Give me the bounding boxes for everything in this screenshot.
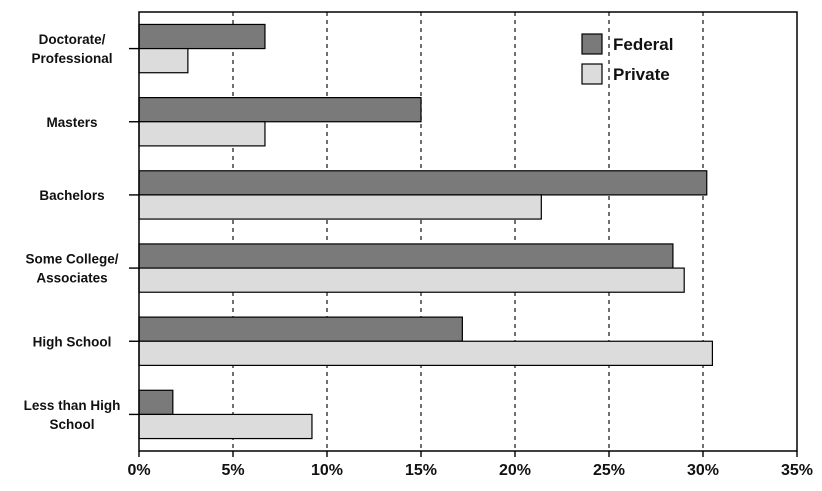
bar-federal (138, 316, 463, 342)
category-label: School (49, 417, 94, 432)
bar-federal (138, 389, 174, 416)
category-label: Less than High (24, 398, 121, 413)
x-tick-label: 10% (311, 462, 343, 479)
category-label: Some College/ (25, 252, 118, 267)
bar-private (138, 47, 189, 74)
legend-swatch-private (581, 63, 603, 85)
legend: Federal Private (581, 33, 673, 85)
gridlines (232, 12, 704, 451)
bar-private (138, 121, 266, 147)
category-label: Associates (36, 271, 107, 286)
category-label: Professional (31, 51, 112, 66)
bars (138, 23, 714, 440)
bar-private (138, 267, 685, 293)
category-label: Doctorate/ (39, 32, 106, 47)
x-tick-label: 15% (405, 462, 437, 479)
bar-federal (138, 97, 422, 123)
legend-label-private: Private (613, 65, 670, 84)
bar-federal (138, 243, 674, 269)
x-tick-label: 25% (593, 462, 625, 479)
category-label: High School (33, 334, 112, 349)
bar-federal (138, 23, 266, 50)
category-label: Bachelors (39, 188, 104, 203)
bar-private (138, 413, 313, 440)
legend-label-federal: Federal (613, 35, 673, 54)
x-tick-label: 35% (781, 462, 813, 479)
bar-private (138, 194, 542, 220)
ticks: 0% 5% 10% 15% 20% 25% 30% 35% (127, 47, 813, 479)
x-tick-label: 0% (127, 462, 150, 479)
bar-federal (138, 170, 708, 196)
bar-private (138, 340, 714, 366)
legend-swatch-federal (581, 33, 603, 55)
x-tick-label: 30% (687, 462, 719, 479)
plot-frame (138, 11, 798, 452)
category-label: Masters (46, 115, 97, 130)
x-tick-label: 20% (499, 462, 531, 479)
x-tick-label: 5% (221, 462, 244, 479)
category-labels: Doctorate/Professional Masters Bachelors So… (24, 32, 121, 432)
